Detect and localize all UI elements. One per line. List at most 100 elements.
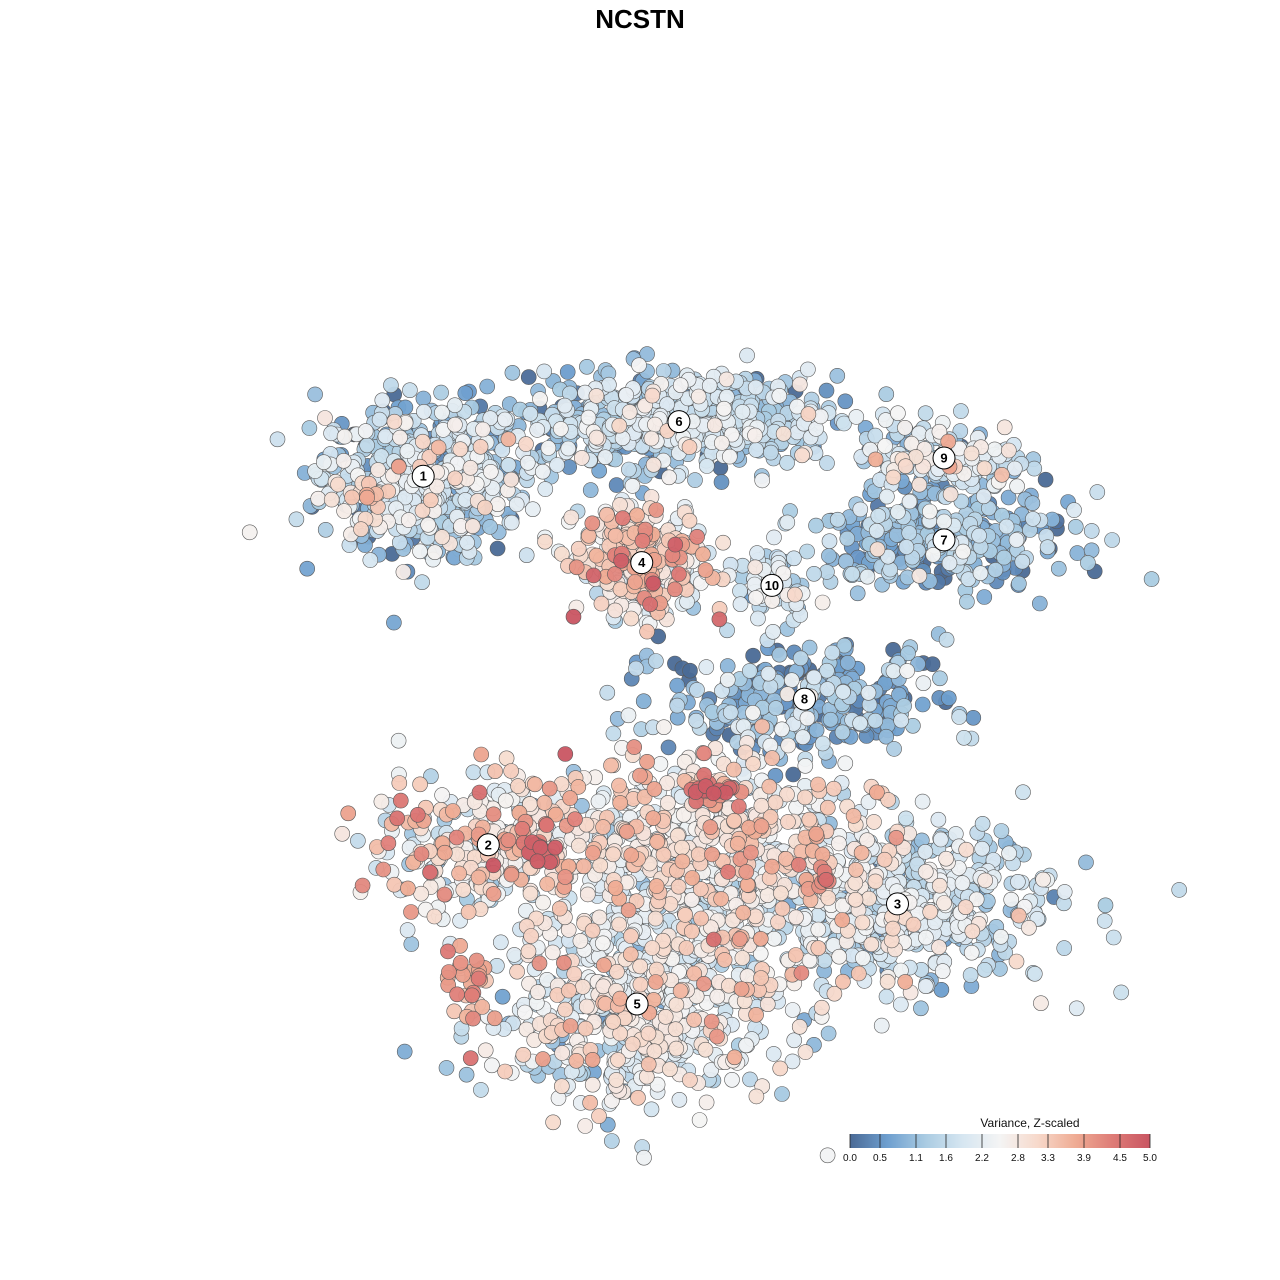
data-point (464, 518, 481, 535)
data-point (1171, 882, 1187, 898)
data-point (1097, 897, 1114, 914)
data-point (780, 814, 796, 830)
data-point (413, 846, 430, 862)
data-point (786, 1032, 803, 1049)
data-point (652, 756, 669, 772)
data-point (690, 388, 707, 405)
data-point (1009, 478, 1025, 495)
data-point (391, 775, 408, 791)
data-point (931, 877, 948, 894)
data-point (523, 928, 539, 944)
data-point (518, 436, 534, 452)
data-point (577, 1118, 594, 1134)
data-point (503, 471, 520, 488)
data-point (869, 784, 885, 801)
data-point (608, 477, 625, 493)
data-point (639, 346, 655, 362)
data-point (612, 581, 629, 598)
data-point (330, 476, 346, 493)
data-point (537, 481, 554, 497)
data-point (810, 921, 827, 938)
data-point (605, 846, 621, 863)
data-point (922, 904, 939, 920)
colorbar-tick-label: 3.9 (1077, 1153, 1091, 1164)
data-point (455, 881, 472, 898)
data-point (790, 856, 807, 873)
data-point (399, 443, 416, 459)
data-point (905, 916, 922, 933)
data-point (646, 781, 663, 797)
data-point (462, 459, 479, 476)
data-point (648, 502, 665, 518)
data-point (890, 405, 906, 422)
data-point (574, 979, 591, 995)
data-point (852, 715, 868, 732)
data-point (711, 611, 728, 628)
data-point (610, 1052, 626, 1068)
data-point (770, 914, 786, 930)
data-point (390, 458, 407, 475)
data-point (787, 586, 803, 603)
data-point (670, 878, 687, 895)
data-point (402, 382, 418, 399)
data-point (374, 392, 391, 409)
data-point (541, 780, 558, 797)
data-point (915, 675, 932, 692)
data-point (784, 1002, 801, 1018)
data-point (718, 371, 735, 388)
data-point (810, 776, 826, 793)
data-point (632, 767, 648, 784)
data-point (747, 379, 764, 396)
data-point (288, 511, 305, 528)
data-point (774, 721, 790, 738)
data-point (335, 452, 352, 469)
data-point (972, 565, 989, 582)
data-point (447, 416, 463, 433)
data-point (611, 916, 628, 933)
data-point (433, 384, 449, 401)
data-point (509, 963, 525, 980)
data-point (688, 712, 704, 729)
data-point (704, 846, 720, 863)
data-point (436, 886, 453, 903)
data-point (810, 940, 827, 956)
data-point (672, 983, 689, 999)
data-point (565, 608, 582, 625)
data-point (563, 509, 580, 526)
data-point (588, 388, 605, 404)
data-point (821, 533, 838, 550)
data-point (954, 875, 971, 891)
data-point (623, 847, 640, 863)
data-point (953, 493, 970, 510)
data-point (867, 451, 884, 468)
data-point (434, 787, 450, 803)
data-point (731, 931, 748, 947)
colorbar-legend: Variance, Z-scaled 0.0 0.5 1.1 1.6 2.2 2.8 3.3… (843, 1116, 1157, 1164)
data-point (649, 833, 666, 850)
data-point (568, 1053, 585, 1069)
data-point (647, 910, 664, 927)
data-point (395, 564, 412, 580)
data-point (1039, 539, 1056, 556)
data-point (726, 1049, 743, 1066)
data-point (375, 861, 392, 878)
data-point (527, 776, 543, 793)
data-point (590, 793, 607, 810)
data-point (514, 820, 531, 837)
cluster-label-text: 1 (420, 469, 427, 484)
data-point (574, 797, 590, 814)
data-point (921, 503, 938, 520)
data-point (623, 928, 639, 944)
data-point (819, 455, 835, 471)
data-point (760, 665, 777, 682)
data-point (844, 566, 861, 582)
data-point (722, 704, 739, 721)
data-point (657, 1008, 674, 1025)
data-point (473, 1082, 489, 1098)
data-point (885, 920, 901, 937)
data-point (936, 513, 952, 530)
data-point (623, 610, 640, 627)
data-point (627, 574, 643, 590)
data-point (1066, 502, 1082, 518)
